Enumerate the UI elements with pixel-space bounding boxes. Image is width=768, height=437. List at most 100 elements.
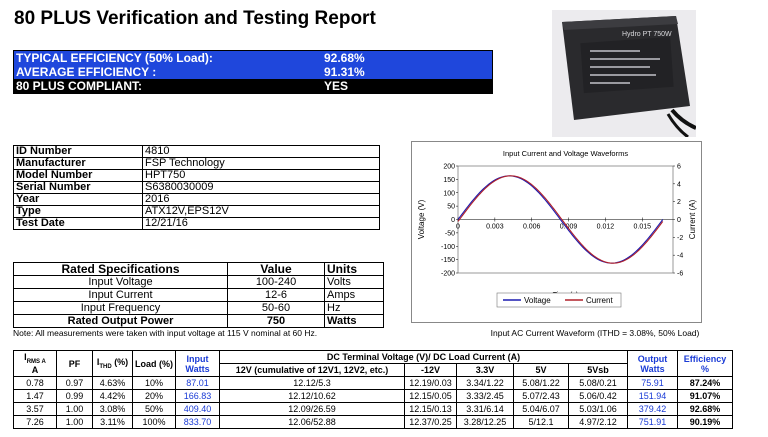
- info-value: 12/21/16: [142, 217, 380, 230]
- cell-pf: 1.00: [56, 402, 93, 416]
- x-tick-label: 0.003: [486, 224, 504, 231]
- cell-irms: 7.26: [13, 415, 57, 429]
- psu-photo-label: Hydro PT 750W: [622, 31, 672, 38]
- rated-name: Rated Output Power: [13, 314, 228, 328]
- cell-v5sb: 5.06/0.42: [568, 389, 628, 403]
- x-tick-label: 0.012: [597, 224, 615, 231]
- info-row: Serial Number S6380030009: [13, 181, 380, 194]
- cell-input: 833.70: [175, 415, 220, 429]
- typical-efficiency-value: 92.68%: [324, 51, 365, 65]
- rated-value: 750: [227, 314, 325, 328]
- info-row: Year 2016: [13, 193, 380, 206]
- header-5v: 5V: [513, 363, 569, 377]
- cell-v5sb: 4.97/2.12: [568, 415, 628, 429]
- y2-tick-label: -6: [677, 271, 683, 278]
- info-row: Test Date 12/21/16: [13, 217, 380, 230]
- cell-v33: 3.33/2.45: [456, 389, 514, 403]
- info-row: Manufacturer FSP Technology: [13, 157, 380, 170]
- y2-tick-label: -4: [677, 253, 683, 260]
- rated-name: Input Current: [13, 288, 228, 302]
- cell-out: 379.42: [627, 402, 678, 416]
- y-tick-label: 150: [443, 177, 455, 184]
- table-row: 0.78 0.97 4.63% 10% 87.01 12.12/5.3 12.19/0.03…: [13, 376, 733, 390]
- cell-input: 409.40: [175, 402, 220, 416]
- header-efficiency: Efficiency%: [677, 350, 733, 377]
- info-key: Year: [13, 193, 143, 206]
- average-efficiency-label: AVERAGE EFFICIENCY :: [16, 65, 157, 79]
- header-output-watts: Output Watts: [627, 350, 678, 377]
- x-tick-label: 0.006: [523, 224, 541, 231]
- rated-header: Value: [227, 262, 325, 276]
- compliant-row: 80 PLUS COMPLIANT: YES: [14, 79, 492, 93]
- cell-load: 50%: [132, 402, 176, 416]
- info-key: Test Date: [13, 217, 143, 230]
- info-key: Type: [13, 205, 143, 218]
- y-axis-label: Voltage (V): [417, 199, 426, 239]
- rated-row: Input Frequency 50-60 Hz: [13, 301, 384, 315]
- cell-v5: 5.07/2.43: [513, 389, 569, 403]
- header-pf: PF: [56, 350, 93, 377]
- rated-specifications-table: Rated Specifications Value Units Input Volt…: [13, 262, 384, 328]
- cell-ithd: 4.42%: [92, 389, 133, 403]
- cell-v5sb: 5.03/1.06: [568, 402, 628, 416]
- chart-title: Input Current and Voltage Waveforms: [503, 149, 628, 158]
- info-key: Model Number: [13, 169, 143, 182]
- cell-v5: 5.04/6.07: [513, 402, 569, 416]
- cell-load: 20%: [132, 389, 176, 403]
- cell-vn12: 12.15/0.13: [404, 402, 457, 416]
- info-row: Type ATX12V,EPS12V: [13, 205, 380, 218]
- y2-tick-label: -2: [677, 235, 683, 242]
- average-efficiency-row: AVERAGE EFFICIENCY : 91.31%: [14, 65, 492, 79]
- rated-row: Input Current 12-6 Amps: [13, 288, 384, 302]
- rated-unit: Hz: [324, 301, 384, 315]
- cell-v33: 3.31/6.14: [456, 402, 514, 416]
- cell-v12: 12.12/10.62: [219, 389, 405, 403]
- cell-eff: 92.68%: [677, 402, 733, 416]
- cell-input: 87.01: [175, 376, 220, 390]
- rated-value: 100-240: [227, 275, 325, 289]
- cell-v33: 3.28/12.25: [456, 415, 514, 429]
- cell-eff: 90.19%: [677, 415, 733, 429]
- table-row: 3.57 1.00 3.08% 50% 409.40 12.09/26.59 12.15/0…: [13, 402, 733, 416]
- cell-eff: 87.24%: [677, 376, 733, 390]
- header-input-watts: Input Watts: [175, 350, 220, 377]
- cell-pf: 0.97: [56, 376, 93, 390]
- rated-name: Input Voltage: [13, 275, 228, 289]
- info-value: 4810: [142, 145, 380, 158]
- cell-ithd: 4.63%: [92, 376, 133, 390]
- legend-label: Voltage: [524, 296, 551, 305]
- product-info-table: ID Number 4810 Manufacturer FSP Technology M…: [13, 145, 380, 230]
- y-tick-label: -100: [441, 244, 455, 251]
- y-tick-label: 200: [443, 164, 455, 171]
- rated-unit: Watts: [324, 314, 384, 328]
- rated-unit: Volts: [324, 275, 384, 289]
- cell-load: 100%: [132, 415, 176, 429]
- page-title: 80 PLUS Verification and Testing Report: [14, 8, 376, 29]
- cell-irms: 0.78: [13, 376, 57, 390]
- x-tick-label: 0.009: [560, 224, 578, 231]
- cell-v12: 12.12/5.3: [219, 376, 405, 390]
- cell-v12: 12.09/26.59: [219, 402, 405, 416]
- rated-header-row: Rated Specifications Value Units: [13, 262, 384, 276]
- cell-v5: 5.08/1.22: [513, 376, 569, 390]
- psu-image: Hydro PT 750W: [552, 10, 696, 137]
- waveform-chart-svg: Input Current and Voltage Waveforms 200 15…: [417, 149, 697, 308]
- series-line-voltage: [457, 175, 664, 264]
- cell-vn12: 12.19/0.03: [404, 376, 457, 390]
- y2-tick-label: 0: [677, 217, 681, 224]
- compliant-label: 80 PLUS COMPLIANT:: [16, 79, 143, 93]
- cell-pf: 1.00: [56, 415, 93, 429]
- cell-out: 75.91: [627, 376, 678, 390]
- waveform-chart: Input Current and Voltage Waveforms 200 15…: [411, 141, 702, 323]
- rated-header: Rated Specifications: [13, 262, 228, 276]
- rated-header: Units: [324, 262, 384, 276]
- cell-v5: 5/12.1: [513, 415, 569, 429]
- y2-tick-label: 4: [677, 181, 681, 188]
- rated-value: 50-60: [227, 301, 325, 315]
- cell-load: 10%: [132, 376, 176, 390]
- cell-eff: 91.07%: [677, 389, 733, 403]
- header-ithd: ITHD (%): [92, 350, 133, 377]
